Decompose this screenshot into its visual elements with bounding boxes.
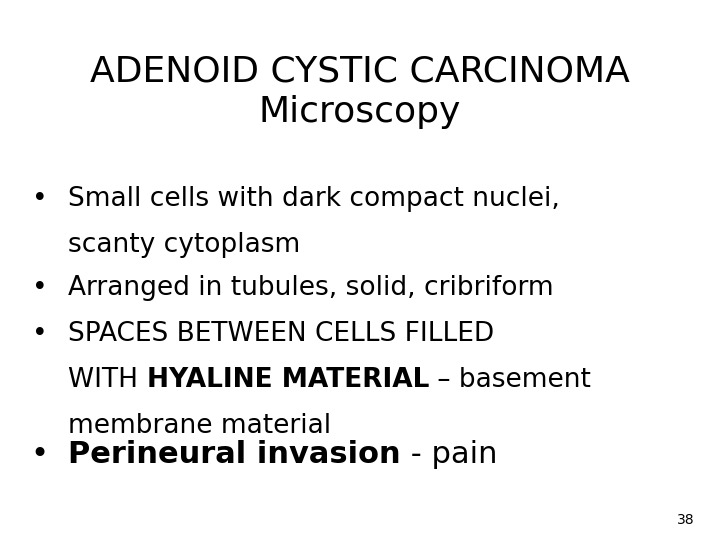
Text: Perineural invasion: Perineural invasion xyxy=(68,440,401,469)
Text: scanty cytoplasm: scanty cytoplasm xyxy=(68,232,301,258)
Text: WITH: WITH xyxy=(68,367,147,393)
Text: – basement: – basement xyxy=(429,367,591,393)
Text: Arranged in tubules, solid, cribriform: Arranged in tubules, solid, cribriform xyxy=(68,275,554,301)
Text: HYALINE MATERIAL: HYALINE MATERIAL xyxy=(147,367,429,393)
Text: •: • xyxy=(32,275,48,301)
Text: Small cells with dark compact nuclei,: Small cells with dark compact nuclei, xyxy=(68,186,560,212)
Text: SPACES BETWEEN CELLS FILLED: SPACES BETWEEN CELLS FILLED xyxy=(68,321,495,347)
Text: - pain: - pain xyxy=(401,440,498,469)
Text: membrane material: membrane material xyxy=(68,413,331,439)
Text: •: • xyxy=(32,321,48,347)
Text: 38: 38 xyxy=(678,512,695,526)
Text: •: • xyxy=(30,440,49,469)
Text: •: • xyxy=(32,186,48,212)
Text: ADENOID CYSTIC CARCINOMA
Microscopy: ADENOID CYSTIC CARCINOMA Microscopy xyxy=(90,54,630,129)
